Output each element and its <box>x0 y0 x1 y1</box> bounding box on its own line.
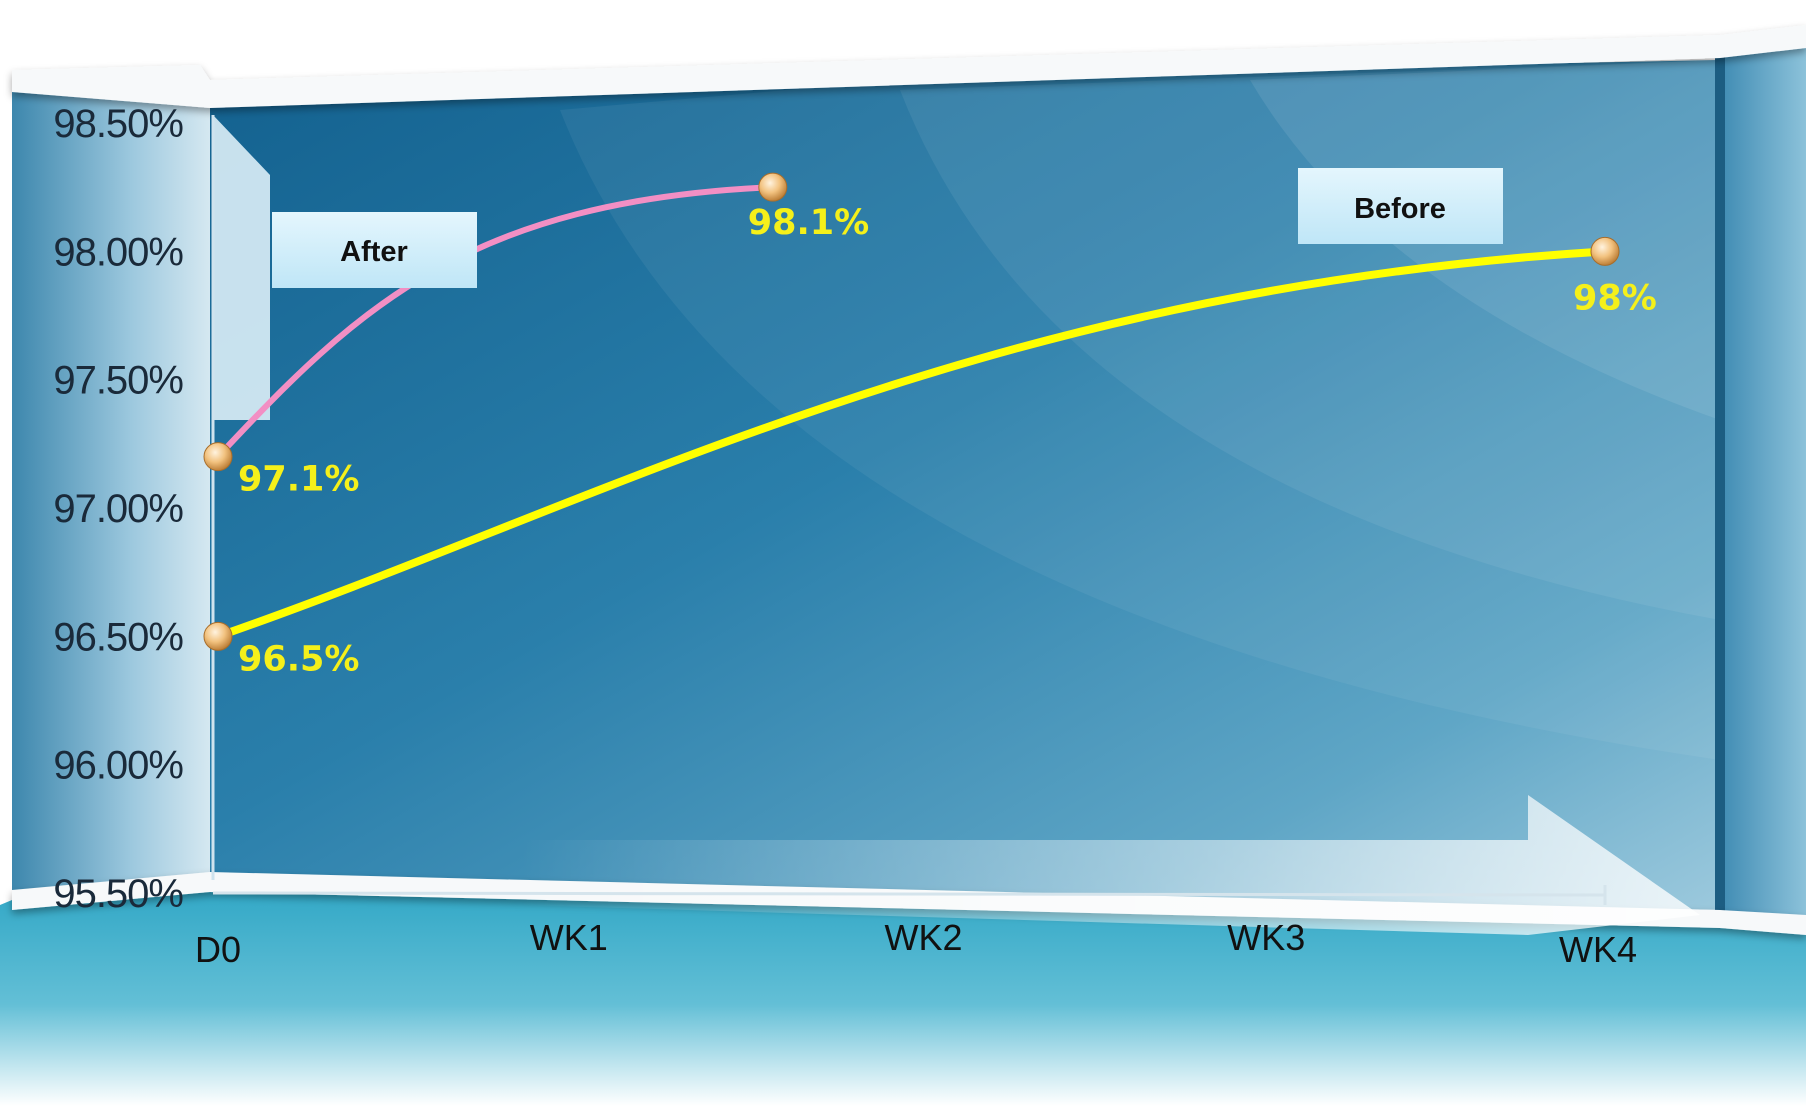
data-label: 98.1% <box>748 203 869 243</box>
legend-after: After <box>272 212 477 288</box>
y-tick-label: 97.00% <box>53 487 183 531</box>
x-tick-label: WK4 <box>1559 929 1637 970</box>
x-axis-labels: D0 WK1 WK2 WK3 WK4 <box>195 917 1637 970</box>
floor <box>0 880 1806 1106</box>
data-point-marker <box>203 442 233 472</box>
inner-wedge <box>213 115 270 420</box>
y-tick-label: 98.00% <box>53 230 183 274</box>
legend-before-label: Before <box>1354 193 1446 225</box>
series-markers <box>203 172 1620 651</box>
x-tick-label: WK2 <box>884 917 962 958</box>
data-labels: 97.1% 98.1% 96.5% 98% <box>238 203 1657 679</box>
back-panel <box>210 60 1720 910</box>
right-wall <box>1720 45 1806 925</box>
x-tick-label: D0 <box>195 929 241 970</box>
legend-before-box <box>1298 168 1503 244</box>
left-wall <box>12 85 210 900</box>
y-axis-labels: 98.50% 98.00% 97.50% 97.00% 96.50% 96.00% 95.5… <box>53 102 184 916</box>
data-point-marker <box>758 172 788 202</box>
data-point-marker <box>203 621 233 651</box>
y-tick-label: 97.50% <box>53 359 183 403</box>
x-tick-label: WK3 <box>1227 917 1305 958</box>
legend-after-label: After <box>340 236 408 268</box>
x-tick-label: WK1 <box>530 917 608 958</box>
y-tick-label: 95.50% <box>53 872 183 916</box>
data-label: 98% <box>1573 278 1657 318</box>
series-line-before <box>214 247 1609 641</box>
trend-arrow <box>520 795 1700 935</box>
x-axis-line <box>212 891 1606 897</box>
data-label: 97.1% <box>238 460 359 500</box>
data-label: 96.5% <box>238 639 359 679</box>
data-point-marker <box>1590 236 1620 266</box>
y-tick-label: 96.00% <box>53 744 183 788</box>
y-tick-label: 96.50% <box>53 615 183 659</box>
legend-before: Before <box>1298 168 1503 244</box>
light-arc-2 <box>900 60 1720 620</box>
legend-after-box <box>272 212 477 288</box>
top-rim <box>12 25 1806 108</box>
y-tick-label: 98.50% <box>53 102 183 146</box>
